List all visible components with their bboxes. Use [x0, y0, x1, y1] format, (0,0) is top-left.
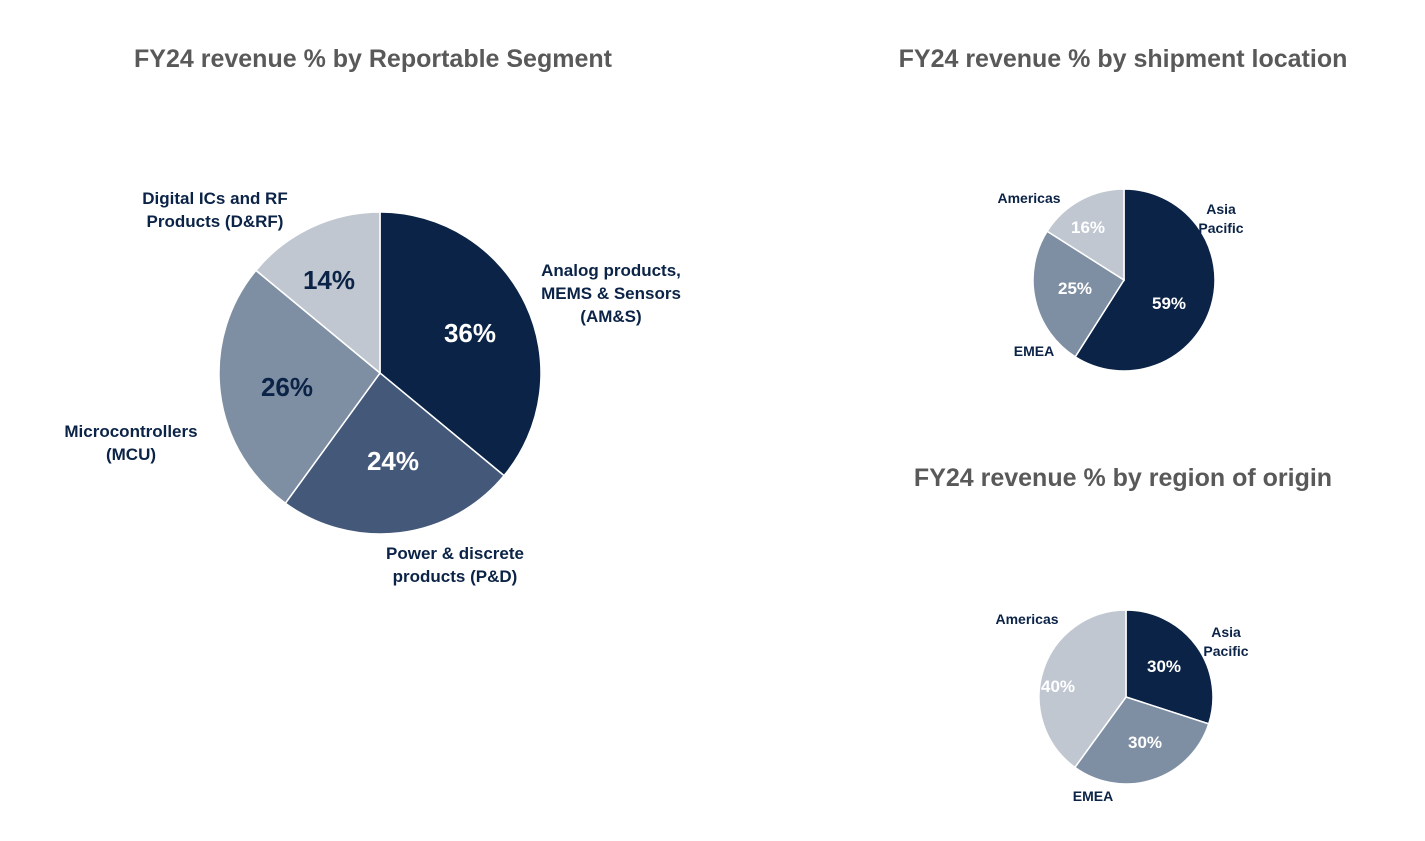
segment-slice-3-category-label: Digital ICs and RF Products (D&RF)	[142, 189, 287, 231]
origin-slice-0-value-label: 30%	[1147, 657, 1181, 676]
shipment-slice-2-value-label: 16%	[1071, 218, 1105, 237]
shipment-slice-0-category-label: Asia Pacific	[1198, 201, 1243, 236]
origin-slice-1-value-label: 30%	[1128, 733, 1162, 752]
origin-slice-1-category-label: EMEA	[1073, 788, 1113, 804]
segment-slice-1-category-label: Power & discrete products (P&D)	[386, 544, 524, 586]
segment-chart-title: FY24 revenue % by Reportable Segment	[134, 45, 613, 73]
shipment-slice-2	[1046, 188, 1125, 282]
segment-slice-3-value-label: 14%	[303, 265, 355, 295]
shipment-slice-0-value-label: 59%	[1152, 294, 1186, 313]
shipment-chart-title: FY24 revenue % by shipment location	[899, 45, 1348, 73]
segment-slice-2	[218, 269, 382, 505]
segment-slice-1-value-label: 24%	[367, 446, 419, 476]
segment-slice-2-value-label: 26%	[261, 372, 313, 402]
segment-slice-3	[254, 211, 381, 375]
origin-slice-2-value-label: 40%	[1041, 677, 1075, 696]
origin-slice-2	[1038, 609, 1127, 769]
shipment-slice-2-category-label: Americas	[997, 190, 1060, 206]
origin-slice-1	[1073, 696, 1210, 785]
segment-slice-0-category-label: Analog products, MEMS & Sensors (AM&S)	[541, 261, 681, 326]
shipment-slice-1-value-label: 25%	[1058, 279, 1092, 298]
origin-slice-0-category-label: Asia Pacific	[1203, 624, 1248, 659]
shipment-slice-0	[1074, 188, 1216, 372]
segment-slice-2-category-label: Microcontrollers (MCU)	[64, 422, 197, 464]
segment-slice-0	[379, 211, 542, 477]
shipment-slice-1-category-label: EMEA	[1014, 343, 1054, 359]
origin-slice-0	[1125, 609, 1214, 725]
shipment-slice-1	[1032, 230, 1126, 358]
origin-slice-2-category-label: Americas	[995, 611, 1058, 627]
origin-chart-title: FY24 revenue % by region of origin	[914, 464, 1332, 492]
segment-slice-1	[284, 371, 506, 535]
segment-slice-0-value-label: 36%	[444, 318, 496, 348]
